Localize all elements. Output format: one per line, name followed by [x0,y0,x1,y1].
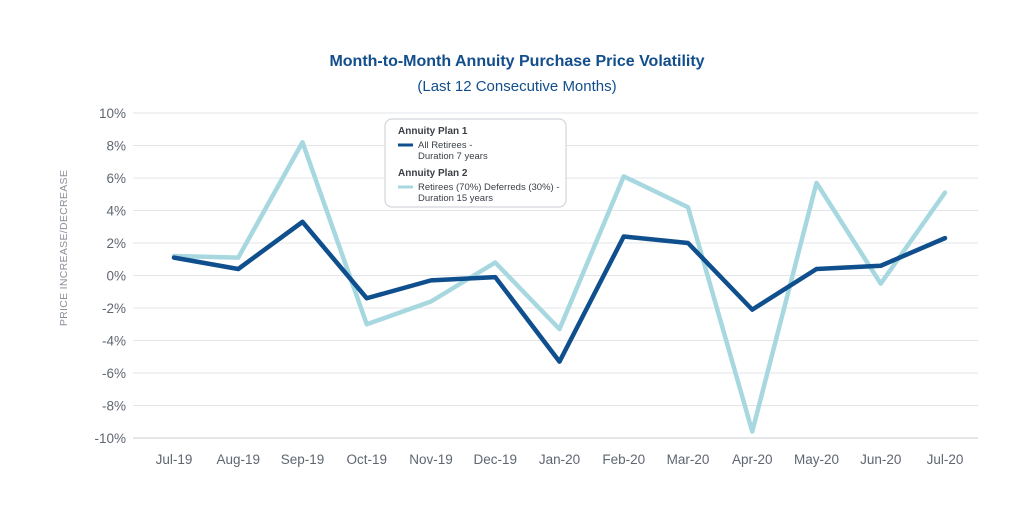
chart-title-group: Month-to-Month Annuity Purchase Price Vo… [329,53,704,95]
y-tick-label: 10% [99,106,126,121]
y-tick-label: -8% [102,399,126,414]
x-tick-label: Feb-20 [602,452,645,467]
x-tick-label: Dec-19 [473,452,517,467]
chart-title: Month-to-Month Annuity Purchase Price Vo… [329,53,704,70]
x-tick-label: Nov-19 [409,452,453,467]
gridlines [133,112,978,439]
y-tick-label: 4% [106,204,126,219]
x-tick-label: May-20 [794,452,839,467]
series-lines [171,140,948,434]
x-tick-label: Sep-19 [281,452,325,467]
y-tick-label: 8% [106,139,126,154]
y-axis-label: PRICE INCREASE/DECREASE [58,170,70,326]
x-tick-label: Jul-20 [927,452,964,467]
x-tick-label: Jan-20 [539,452,580,467]
y-axis-ticks: 10% 8% 6% 4% 2% 0% -2% -4% -6% -8% -10% [94,106,126,446]
y-tick-label: 0% [106,269,126,284]
x-tick-label: Aug-19 [216,452,260,467]
legend-plan2-title: Annuity Plan 2 [398,168,468,179]
y-tick-label: 2% [106,236,126,251]
legend-plan1-line1: All Retirees - [418,140,472,151]
y-tick-label: -10% [94,431,126,446]
x-tick-label: Mar-20 [667,452,710,467]
y-tick-label: 6% [106,171,126,186]
y-tick-label: -2% [102,301,126,316]
legend: Annuity Plan 1 All Retirees - Duration 7… [384,118,567,208]
x-tick-label: Oct-19 [346,452,387,467]
y-tick-label: -6% [102,366,126,381]
x-axis-ticks: Jul-19 Aug-19 Sep-19 Oct-19 Nov-19 Dec-19 Jan-… [156,452,964,467]
legend-plan1-title: Annuity Plan 1 [398,126,468,137]
legend-plan1-line2: Duration 7 years [418,151,488,162]
y-tick-label: -4% [102,334,126,349]
legend-box [384,118,567,208]
legend-plan2-line2: Duration 15 years [418,193,493,204]
legend-plan2-line1: Retirees (70%) Deferreds (30%) - [418,182,560,193]
x-tick-label: Jul-19 [156,452,193,467]
chart-subtitle: (Last 12 Consecutive Months) [417,78,616,95]
x-tick-label: Jun-20 [860,452,901,467]
x-tick-label: Apr-20 [732,452,773,467]
